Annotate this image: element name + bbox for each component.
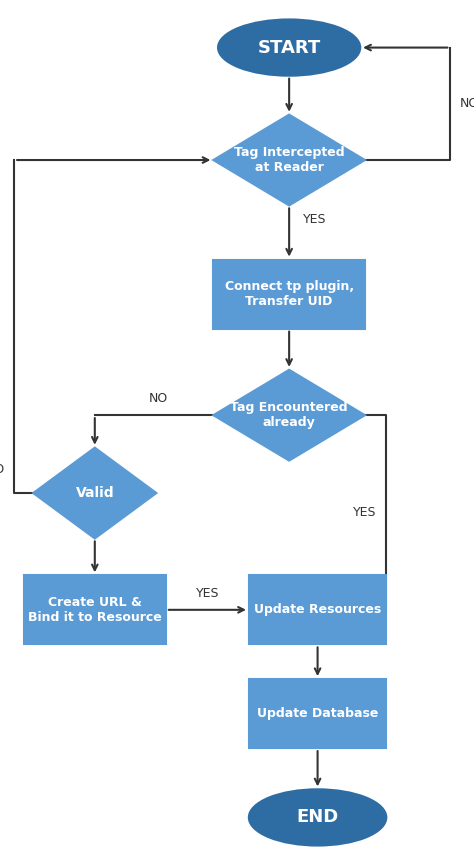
Text: Update Database: Update Database [257,707,378,721]
Text: YES: YES [196,586,219,599]
Text: NO: NO [460,97,474,111]
FancyBboxPatch shape [213,260,365,329]
Ellipse shape [218,20,360,75]
Polygon shape [33,448,156,538]
FancyBboxPatch shape [249,679,386,748]
FancyBboxPatch shape [249,575,386,644]
Polygon shape [213,115,365,205]
Text: YES: YES [303,213,327,226]
Text: Tag Intercepted
at Reader: Tag Intercepted at Reader [234,146,345,174]
Text: YES: YES [353,506,377,519]
Text: Tag Encountered
already: Tag Encountered already [230,401,348,429]
Text: Update Resources: Update Resources [254,603,381,617]
Text: END: END [296,809,339,826]
Polygon shape [213,369,365,460]
Text: Connect tp plugin,
Transfer UID: Connect tp plugin, Transfer UID [225,280,354,308]
Ellipse shape [249,789,386,846]
FancyBboxPatch shape [24,575,166,644]
Text: NO: NO [149,392,168,405]
Text: NO: NO [0,463,5,476]
Text: Valid: Valid [75,486,114,500]
Text: START: START [257,39,321,56]
Text: Create URL &
Bind it to Resource: Create URL & Bind it to Resource [28,596,162,624]
